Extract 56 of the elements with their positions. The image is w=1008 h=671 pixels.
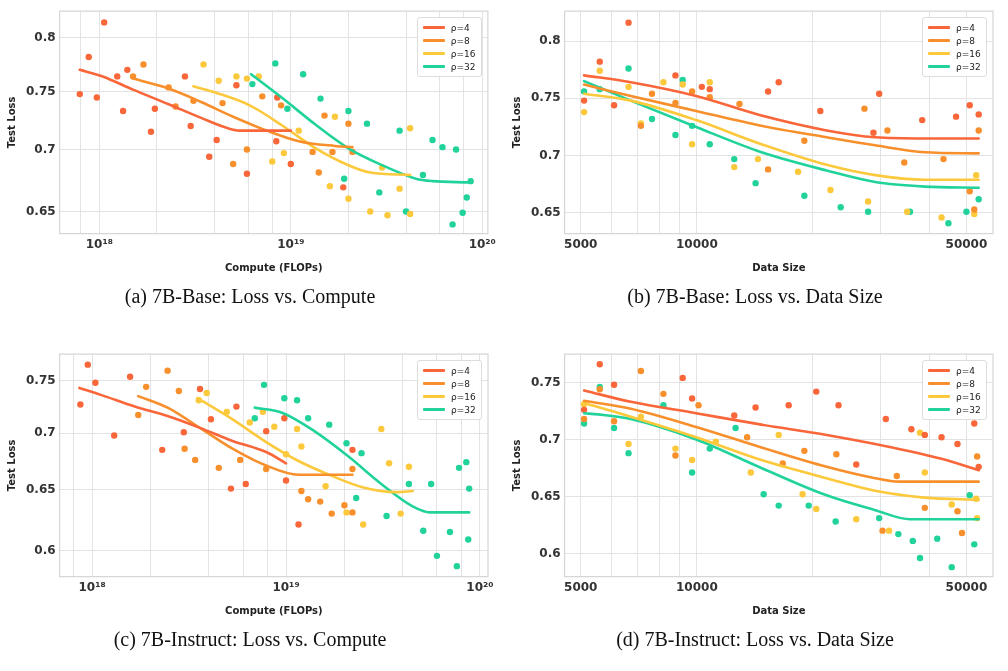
y-tick-label: 0.7: [34, 141, 56, 156]
y-tick-label: 0.6: [34, 542, 56, 557]
legend-label: ρ=4: [956, 365, 975, 376]
legend-label: ρ=32: [956, 61, 981, 72]
y-tick-label: 0.65: [26, 481, 56, 496]
y-tick-label: 0.7: [539, 431, 561, 446]
x-tick-label: 5000: [564, 236, 598, 251]
legend-label: ρ=32: [450, 61, 476, 72]
y-tick-label: 0.8: [539, 33, 561, 48]
text: (d) 7B-Instruct: Loss vs. Data Size: [615, 628, 895, 651]
legend-label: ρ=4: [451, 365, 470, 376]
legend-label: ρ=4: [450, 22, 470, 33]
legend-label: ρ=8: [956, 35, 975, 46]
x-tick-label: 10000: [675, 579, 718, 594]
x-tick-label: 10¹⁹: [277, 236, 305, 251]
y-tick-label: 0.75: [26, 372, 56, 387]
legend-label: ρ=16: [450, 48, 476, 59]
x-tick-label: 10²⁰: [468, 236, 496, 251]
x-tick-label: 50000: [945, 236, 988, 251]
y-tick-label: 0.65: [26, 203, 56, 218]
legend-label: ρ=8: [450, 35, 470, 46]
text: (a) 7B-Base: Loss vs. Compute: [123, 285, 377, 308]
legend-label: ρ=32: [451, 404, 476, 415]
x-tick-label: 10¹⁹: [272, 579, 300, 594]
legend-label: ρ=16: [451, 391, 476, 402]
y-axis-title: Test Loss: [510, 96, 522, 149]
x-axis-title: Compute (FLOPs): [225, 604, 323, 616]
y-tick-label: 0.75: [531, 374, 561, 389]
x-tick-label: 10000: [675, 236, 718, 251]
text: (c) 7B-Instruct: Loss vs. Compute: [112, 628, 388, 651]
x-axis-title: Compute (FLOPs): [224, 261, 323, 273]
y-axis-title: Test Loss: [5, 96, 17, 149]
legend-label: ρ=8: [956, 378, 975, 389]
y-axis-title: Test Loss: [510, 439, 522, 492]
x-tick-label: 10²⁰: [466, 579, 494, 594]
x-tick-label: 50000: [945, 579, 988, 594]
legend-label: ρ=32: [956, 404, 981, 415]
y-tick-label: 0.6: [539, 545, 561, 560]
y-tick-label: 0.65: [531, 205, 561, 220]
y-tick-label: 0.65: [531, 488, 561, 503]
y-axis-title: Test Loss: [5, 439, 17, 492]
x-tick-label: 10¹⁸: [85, 236, 113, 251]
legend-label: ρ=16: [956, 391, 981, 402]
x-axis-title: Data Size: [752, 261, 806, 273]
x-axis-title: Data Size: [752, 604, 806, 616]
x-tick-label: 5000: [564, 579, 598, 594]
y-tick-label: 0.7: [34, 425, 56, 440]
y-tick-label: 0.75: [26, 83, 56, 98]
y-tick-label: 0.7: [539, 147, 561, 162]
y-tick-label: 0.8: [34, 30, 56, 45]
y-tick-label: 0.75: [531, 90, 561, 105]
text: (b) 7B-Base: Loss vs. Data Size: [626, 285, 884, 308]
legend-label: ρ=8: [451, 378, 470, 389]
legend-label: ρ=16: [956, 48, 981, 59]
x-tick-label: 10¹⁸: [78, 579, 106, 594]
legend-label: ρ=4: [956, 22, 975, 33]
